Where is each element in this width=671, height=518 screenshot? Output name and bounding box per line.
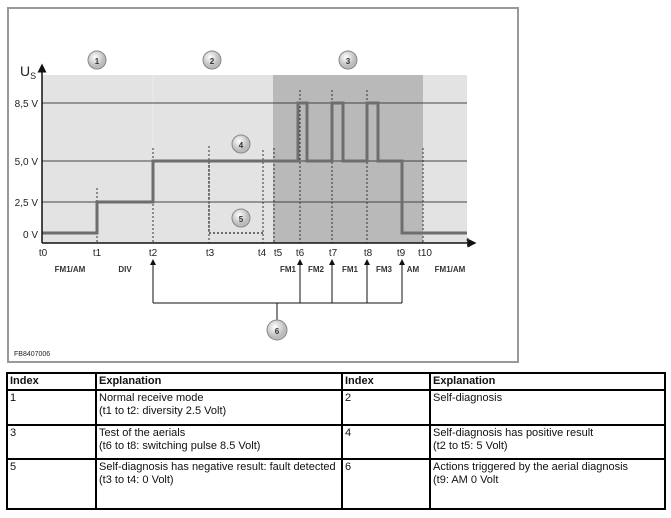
index-cell: 6 xyxy=(341,458,431,510)
svg-text:5: 5 xyxy=(239,215,244,224)
mode-labels: FM1/AM DIV FM1 FM2 FM1 FM3 AM FM1/AM xyxy=(55,265,466,274)
time-label: t10 xyxy=(418,248,432,259)
x-axis-label: t xyxy=(466,234,470,250)
explanation-cell: Actions triggered by the aerial diagnosi… xyxy=(429,458,666,510)
index-cell: 4 xyxy=(341,424,431,460)
mode-label: FM1/AM xyxy=(55,265,86,274)
callout-3: 3 xyxy=(338,50,358,70)
index-cell: 1 xyxy=(6,389,97,426)
time-label: t1 xyxy=(93,248,102,259)
header-explanation: Explanation xyxy=(429,372,666,391)
negative-result-signal xyxy=(208,161,263,234)
y-axis-label: US xyxy=(20,63,36,81)
time-label: t9 xyxy=(397,248,406,259)
mode-label: FM2 xyxy=(308,265,325,274)
mode-label: FM3 xyxy=(376,265,393,274)
header-index: Index xyxy=(341,372,431,391)
explanation-cell: Self-diagnosis xyxy=(429,389,666,426)
time-label: t0 xyxy=(39,248,48,259)
index-cell: 2 xyxy=(341,389,431,426)
svg-text:4: 4 xyxy=(239,141,244,150)
header-index: Index xyxy=(6,372,97,391)
svg-text:6: 6 xyxy=(275,327,280,336)
table-row: 5 Self-diagnosis has negative result: fa… xyxy=(6,458,666,510)
explanation-cell: Self-diagnosis has positive result (t2 t… xyxy=(429,424,666,460)
table-header: Index Explanation Index Explanation xyxy=(6,372,666,391)
header-explanation: Explanation xyxy=(95,372,343,391)
time-label: t4 xyxy=(258,248,267,259)
level-label: 2,5 V xyxy=(15,198,39,209)
signal-line xyxy=(42,101,467,235)
callout-1: 1 xyxy=(87,50,107,70)
index-cell: 5 xyxy=(6,458,97,510)
time-labels: t0 t1 t2 t3 t4 t5 t6 t7 t8 t9 t10 xyxy=(39,248,433,259)
time-label: t2 xyxy=(149,248,158,259)
signal-diagram: US t 8,5 V 5,0 V 2,5 V 0 V t0 t1 t2 t3 t… xyxy=(7,7,519,363)
time-label: t8 xyxy=(364,248,373,259)
callout-4: 4 xyxy=(231,134,251,154)
level-label: 0 V xyxy=(23,230,38,241)
mode-label: DIV xyxy=(118,265,132,274)
time-label: t7 xyxy=(329,248,338,259)
level-label: 5,0 V xyxy=(15,157,39,168)
mode-label: FM1 xyxy=(280,265,297,274)
figure-id: FB8407006 xyxy=(14,351,50,358)
svg-text:1: 1 xyxy=(95,57,100,66)
action-arrows xyxy=(150,259,405,320)
explanation-cell: Normal receive mode (t1 to t2: diversity… xyxy=(95,389,343,426)
level-labels: 8,5 V 5,0 V 2,5 V 0 V xyxy=(15,99,39,241)
svg-text:2: 2 xyxy=(210,57,215,66)
index-cell: 3 xyxy=(6,424,97,460)
callout-2: 2 xyxy=(202,50,222,70)
mode-label: AM xyxy=(407,265,420,274)
legend-table: Index Explanation Index Explanation 1 No… xyxy=(6,372,666,510)
explanation-cell: Test of the aerials (t6 to t8: switching… xyxy=(95,424,343,460)
time-label: t6 xyxy=(296,248,305,259)
time-label: t5 xyxy=(274,248,283,259)
mode-label: FM1 xyxy=(342,265,359,274)
level-label: 8,5 V xyxy=(15,99,39,110)
table-row: 3 Test of the aerials (t6 to t8: switchi… xyxy=(6,424,666,460)
mode-label: FM1/AM xyxy=(435,265,466,274)
explanation-cell: Self-diagnosis has negative result: faul… xyxy=(95,458,343,510)
time-label: t3 xyxy=(206,248,215,259)
table-row: 1 Normal receive mode (t1 to t2: diversi… xyxy=(6,389,666,426)
svg-text:3: 3 xyxy=(346,57,351,66)
callout-6: 6 xyxy=(266,319,288,341)
callout-5: 5 xyxy=(231,208,251,228)
